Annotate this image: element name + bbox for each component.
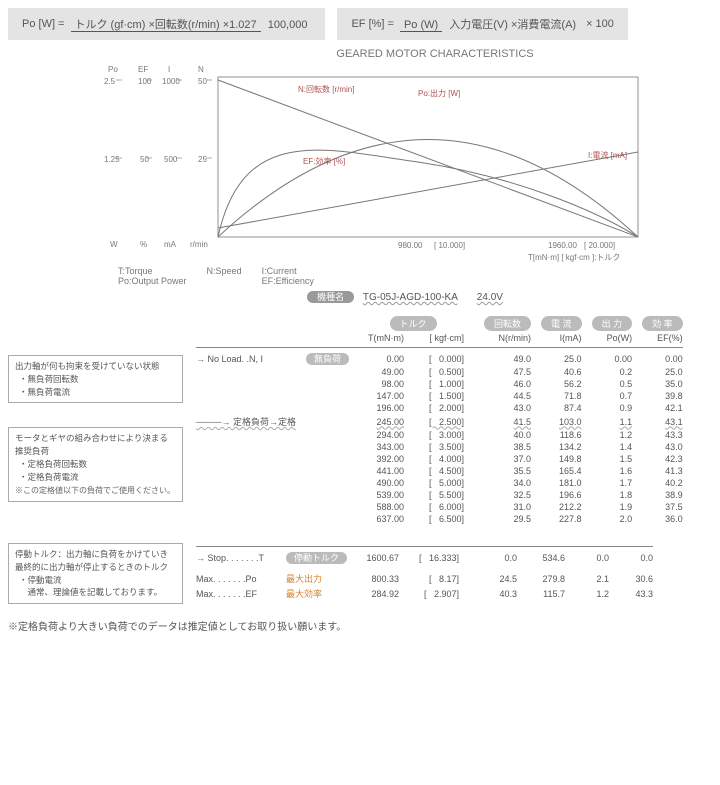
svg-text:[ 10.000]: [ 10.000] bbox=[434, 241, 465, 250]
svg-text:50: 50 bbox=[198, 77, 207, 86]
svg-text:EF: EF bbox=[138, 65, 148, 74]
formula-po-num: トルク (gf·cm) ×回転数(r/min) ×1.027 bbox=[71, 19, 261, 32]
data-block-main: 出力軸が何も拘束を受けていない状態 ・無負荷回転数 ・無負荷電流 モータとギヤの… bbox=[8, 315, 712, 525]
svg-text:1000: 1000 bbox=[162, 77, 180, 86]
note-stop: 停動トルク：出力軸に負荷をかけていき最終的に出力軸が停止するときのトルク ・停動… bbox=[8, 543, 183, 604]
svg-text:[ 20.000]: [ 20.000] bbox=[584, 241, 615, 250]
svg-text:N:回転数 [r/min]: N:回転数 [r/min] bbox=[298, 84, 354, 94]
chart-area: GEARED MOTOR CHARACTERISTICS Po EF I N 2… bbox=[98, 48, 712, 303]
formula-ef: EF [%] = Po (W) 入力電圧(V) ×消費電流(A) × 100 bbox=[337, 8, 627, 40]
svg-text:50: 50 bbox=[140, 155, 149, 164]
note-noload: 出力軸が何も拘束を受けていない状態 ・無負荷回転数 ・無負荷電流 bbox=[8, 355, 183, 403]
chart-title: GEARED MOTOR CHARACTERISTICS bbox=[158, 48, 712, 60]
svg-text:EF:効率 [%]: EF:効率 [%] bbox=[303, 156, 345, 166]
formula-ef-num: Po (W) bbox=[400, 19, 442, 32]
formula-ef-lhs: EF [%] = bbox=[351, 18, 394, 30]
chart-legend: T:TorquePo:Output Power N:Speed I:Curren… bbox=[118, 266, 712, 286]
svg-text:I: I bbox=[168, 65, 170, 74]
svg-text:mA: mA bbox=[164, 240, 177, 249]
note-rated: モータとギヤの組み合わせにより決まる推奨負荷 ・定格負荷回転数 ・定格負荷電流 … bbox=[8, 427, 183, 502]
svg-text:Po:出力 [W]: Po:出力 [W] bbox=[418, 88, 460, 98]
svg-text:I:電流 [mA]: I:電流 [mA] bbox=[588, 150, 627, 160]
svg-text:100: 100 bbox=[138, 77, 152, 86]
svg-text:T[mN·m] [ kgf·cm ]:トルク: T[mN·m] [ kgf·cm ]:トルク bbox=[528, 253, 620, 262]
chart-svg: Po EF I N 2.5 100 1000 50 1.25 50 500 25… bbox=[98, 62, 658, 262]
model-voltage: 24.0V bbox=[477, 292, 503, 303]
svg-text:500: 500 bbox=[164, 155, 178, 164]
svg-text:N: N bbox=[198, 65, 204, 74]
model-name: TG-05J-AGD-100-KA bbox=[363, 292, 457, 303]
data-table: トルク 回転数 電 流 出 力 効 率 T(mN·m)[ kgf·cm] N(r… bbox=[191, 315, 688, 525]
model-pill: 機種名 bbox=[307, 291, 354, 303]
formula-ef-den: 入力電圧(V) ×消費電流(A) bbox=[445, 19, 580, 31]
formula-po-lhs: Po [W] = bbox=[22, 18, 65, 30]
svg-text:r/min: r/min bbox=[190, 240, 208, 249]
svg-text:Po: Po bbox=[108, 65, 118, 74]
svg-text:W: W bbox=[110, 240, 118, 249]
formula-po-den: 100,000 bbox=[264, 19, 312, 31]
formula-row: Po [W] = トルク (gf·cm) ×回転数(r/min) ×1.027 … bbox=[8, 8, 712, 40]
formula-ef-mult: × 100 bbox=[586, 18, 614, 30]
model-line: 機種名 TG-05J-AGD-100-KA 24.0V bbox=[98, 290, 712, 303]
svg-text:2.5: 2.5 bbox=[104, 77, 116, 86]
svg-text:980.00: 980.00 bbox=[398, 241, 423, 250]
svg-text:1.25: 1.25 bbox=[104, 155, 120, 164]
svg-text:25: 25 bbox=[198, 155, 207, 164]
svg-text:1960.00: 1960.00 bbox=[548, 241, 577, 250]
data-table-2: → Stop. . . . . . .T停動トルク1600.67[ 16.333… bbox=[191, 543, 658, 601]
data-block-stop: 停動トルク：出力軸に負荷をかけていき最終的に出力軸が停止するときのトルク ・停動… bbox=[8, 543, 712, 608]
footnote: ※定格負荷より大きい負荷でのデータは推定値としてお取り扱い願います。 bbox=[8, 618, 712, 633]
formula-po: Po [W] = トルク (gf·cm) ×回転数(r/min) ×1.027 … bbox=[8, 8, 325, 40]
svg-text:%: % bbox=[140, 240, 147, 249]
